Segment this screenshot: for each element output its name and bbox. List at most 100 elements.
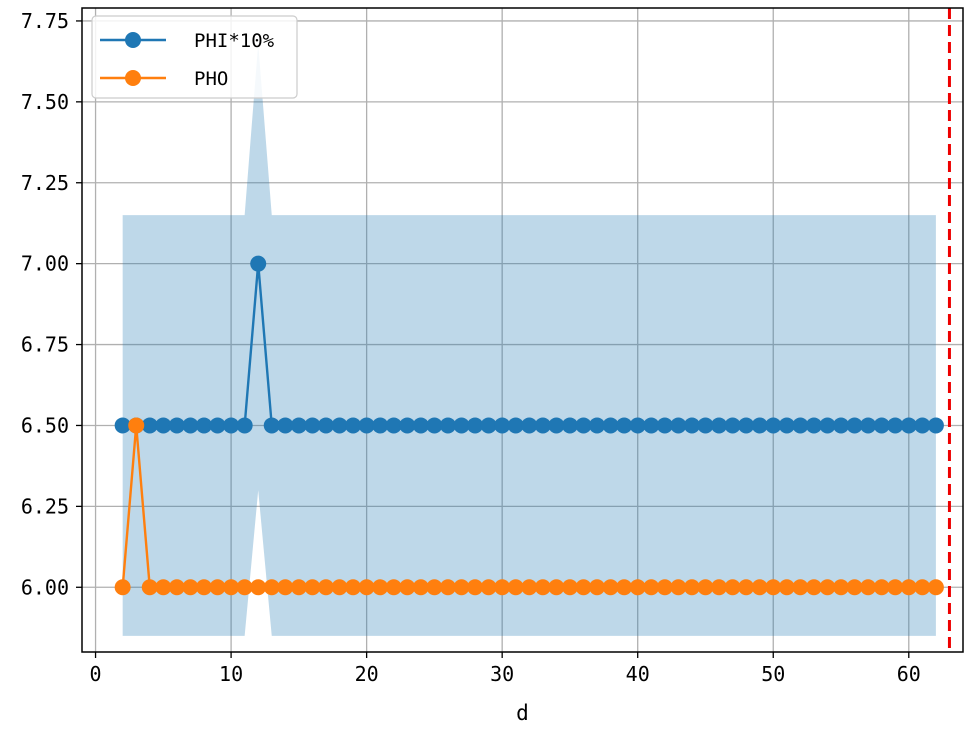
series-pho-point bbox=[900, 579, 917, 596]
series-pho-point bbox=[209, 579, 226, 596]
series-pho-point bbox=[846, 579, 863, 596]
series-pho-point bbox=[426, 579, 443, 596]
series-phi-point bbox=[860, 417, 877, 434]
series-phi-point bbox=[467, 417, 484, 434]
y-tick-label: 7.25 bbox=[21, 171, 69, 195]
series-pho-point bbox=[399, 579, 416, 596]
series-pho-point bbox=[697, 579, 714, 596]
series-pho-point bbox=[507, 579, 524, 596]
series-phi-point bbox=[751, 417, 768, 434]
series-pho-point bbox=[643, 579, 660, 596]
series-phi-point bbox=[778, 417, 795, 434]
series-pho-point bbox=[128, 417, 145, 434]
series-phi-point bbox=[670, 417, 687, 434]
series-pho-point bbox=[805, 579, 822, 596]
series-phi-point bbox=[494, 417, 511, 434]
series-pho-point bbox=[683, 579, 700, 596]
series-phi-point bbox=[548, 417, 565, 434]
series-pho-point bbox=[290, 579, 307, 596]
series-pho-point bbox=[819, 579, 836, 596]
series-phi-point bbox=[155, 417, 172, 434]
series-phi-point bbox=[914, 417, 931, 434]
series-phi-point bbox=[304, 417, 321, 434]
x-tick-label: 30 bbox=[490, 662, 514, 686]
series-phi-point bbox=[372, 417, 389, 434]
series-phi-point bbox=[263, 417, 280, 434]
legend-item-pho-marker bbox=[125, 70, 141, 86]
series-pho-point bbox=[223, 579, 240, 596]
series-pho-point bbox=[236, 579, 253, 596]
series-pho-point bbox=[263, 579, 280, 596]
series-phi-point bbox=[683, 417, 700, 434]
series-phi-point bbox=[819, 417, 836, 434]
series-pho-point bbox=[317, 579, 334, 596]
series-phi-point bbox=[453, 417, 470, 434]
series-pho-point bbox=[168, 579, 185, 596]
series-phi-point bbox=[561, 417, 578, 434]
series-pho-point bbox=[602, 579, 619, 596]
series-pho-point bbox=[250, 579, 267, 596]
y-tick-label: 7.75 bbox=[21, 9, 69, 33]
series-pho-point bbox=[873, 579, 890, 596]
legend-item-phi-marker bbox=[125, 32, 141, 48]
series-phi-point bbox=[873, 417, 890, 434]
series-pho-point bbox=[494, 579, 511, 596]
series-phi-point bbox=[602, 417, 619, 434]
series-phi-point bbox=[846, 417, 863, 434]
band-layer bbox=[122, 43, 936, 636]
series-phi-point bbox=[927, 417, 944, 434]
y-tick-label: 6.50 bbox=[21, 413, 69, 437]
series-phi-point bbox=[182, 417, 199, 434]
series-pho-point bbox=[521, 579, 538, 596]
series-pho-point bbox=[331, 579, 348, 596]
series-pho-point bbox=[561, 579, 578, 596]
series-phi-point bbox=[209, 417, 226, 434]
series-phi-point bbox=[792, 417, 809, 434]
x-tick-label: 60 bbox=[897, 662, 921, 686]
series-pho-point bbox=[182, 579, 199, 596]
y-tick-label: 6.75 bbox=[21, 333, 69, 357]
y-tick-label: 6.25 bbox=[21, 494, 69, 518]
y-tick-label: 7.00 bbox=[21, 252, 69, 276]
series-phi-point bbox=[711, 417, 728, 434]
ticks-layer: 0 10 20 30 40 50 60 6.00 6.25 6.50 6.75 7.00 7.25 7.5… bbox=[21, 9, 921, 686]
series-phi-point bbox=[290, 417, 307, 434]
series-phi-point bbox=[439, 417, 456, 434]
series-pho-point bbox=[927, 579, 944, 596]
series-pho-point bbox=[548, 579, 565, 596]
series-phi-point bbox=[331, 417, 348, 434]
series-pho-point bbox=[724, 579, 741, 596]
series-phi-point bbox=[236, 417, 253, 434]
series-phi-point bbox=[900, 417, 917, 434]
series-pho-point bbox=[453, 579, 470, 596]
series-pho-point bbox=[358, 579, 375, 596]
series-phi-point bbox=[697, 417, 714, 434]
series-phi-point bbox=[738, 417, 755, 434]
series-pho-point bbox=[629, 579, 646, 596]
series-pho-point bbox=[412, 579, 429, 596]
series-phi-point bbox=[534, 417, 551, 434]
x-tick-label: 40 bbox=[626, 662, 650, 686]
series-phi-point bbox=[412, 417, 429, 434]
series-pho-point bbox=[711, 579, 728, 596]
series-layer bbox=[114, 255, 944, 596]
series-phi-point bbox=[643, 417, 660, 434]
series-pho-point bbox=[439, 579, 456, 596]
series-pho-point bbox=[385, 579, 402, 596]
series-phi-point bbox=[399, 417, 416, 434]
series-phi-point bbox=[168, 417, 185, 434]
x-tick-label: 10 bbox=[219, 662, 243, 686]
series-phi-point bbox=[656, 417, 673, 434]
series-pho-point bbox=[480, 579, 497, 596]
series-pho-point bbox=[114, 579, 131, 596]
series-phi-point bbox=[345, 417, 362, 434]
series-pho-point bbox=[589, 579, 606, 596]
series-phi-point bbox=[426, 417, 443, 434]
x-tick-label: 0 bbox=[90, 662, 102, 686]
series-pho-point bbox=[345, 579, 362, 596]
series-pho-point bbox=[738, 579, 755, 596]
series-pho-point bbox=[277, 579, 294, 596]
series-phi-point bbox=[629, 417, 646, 434]
